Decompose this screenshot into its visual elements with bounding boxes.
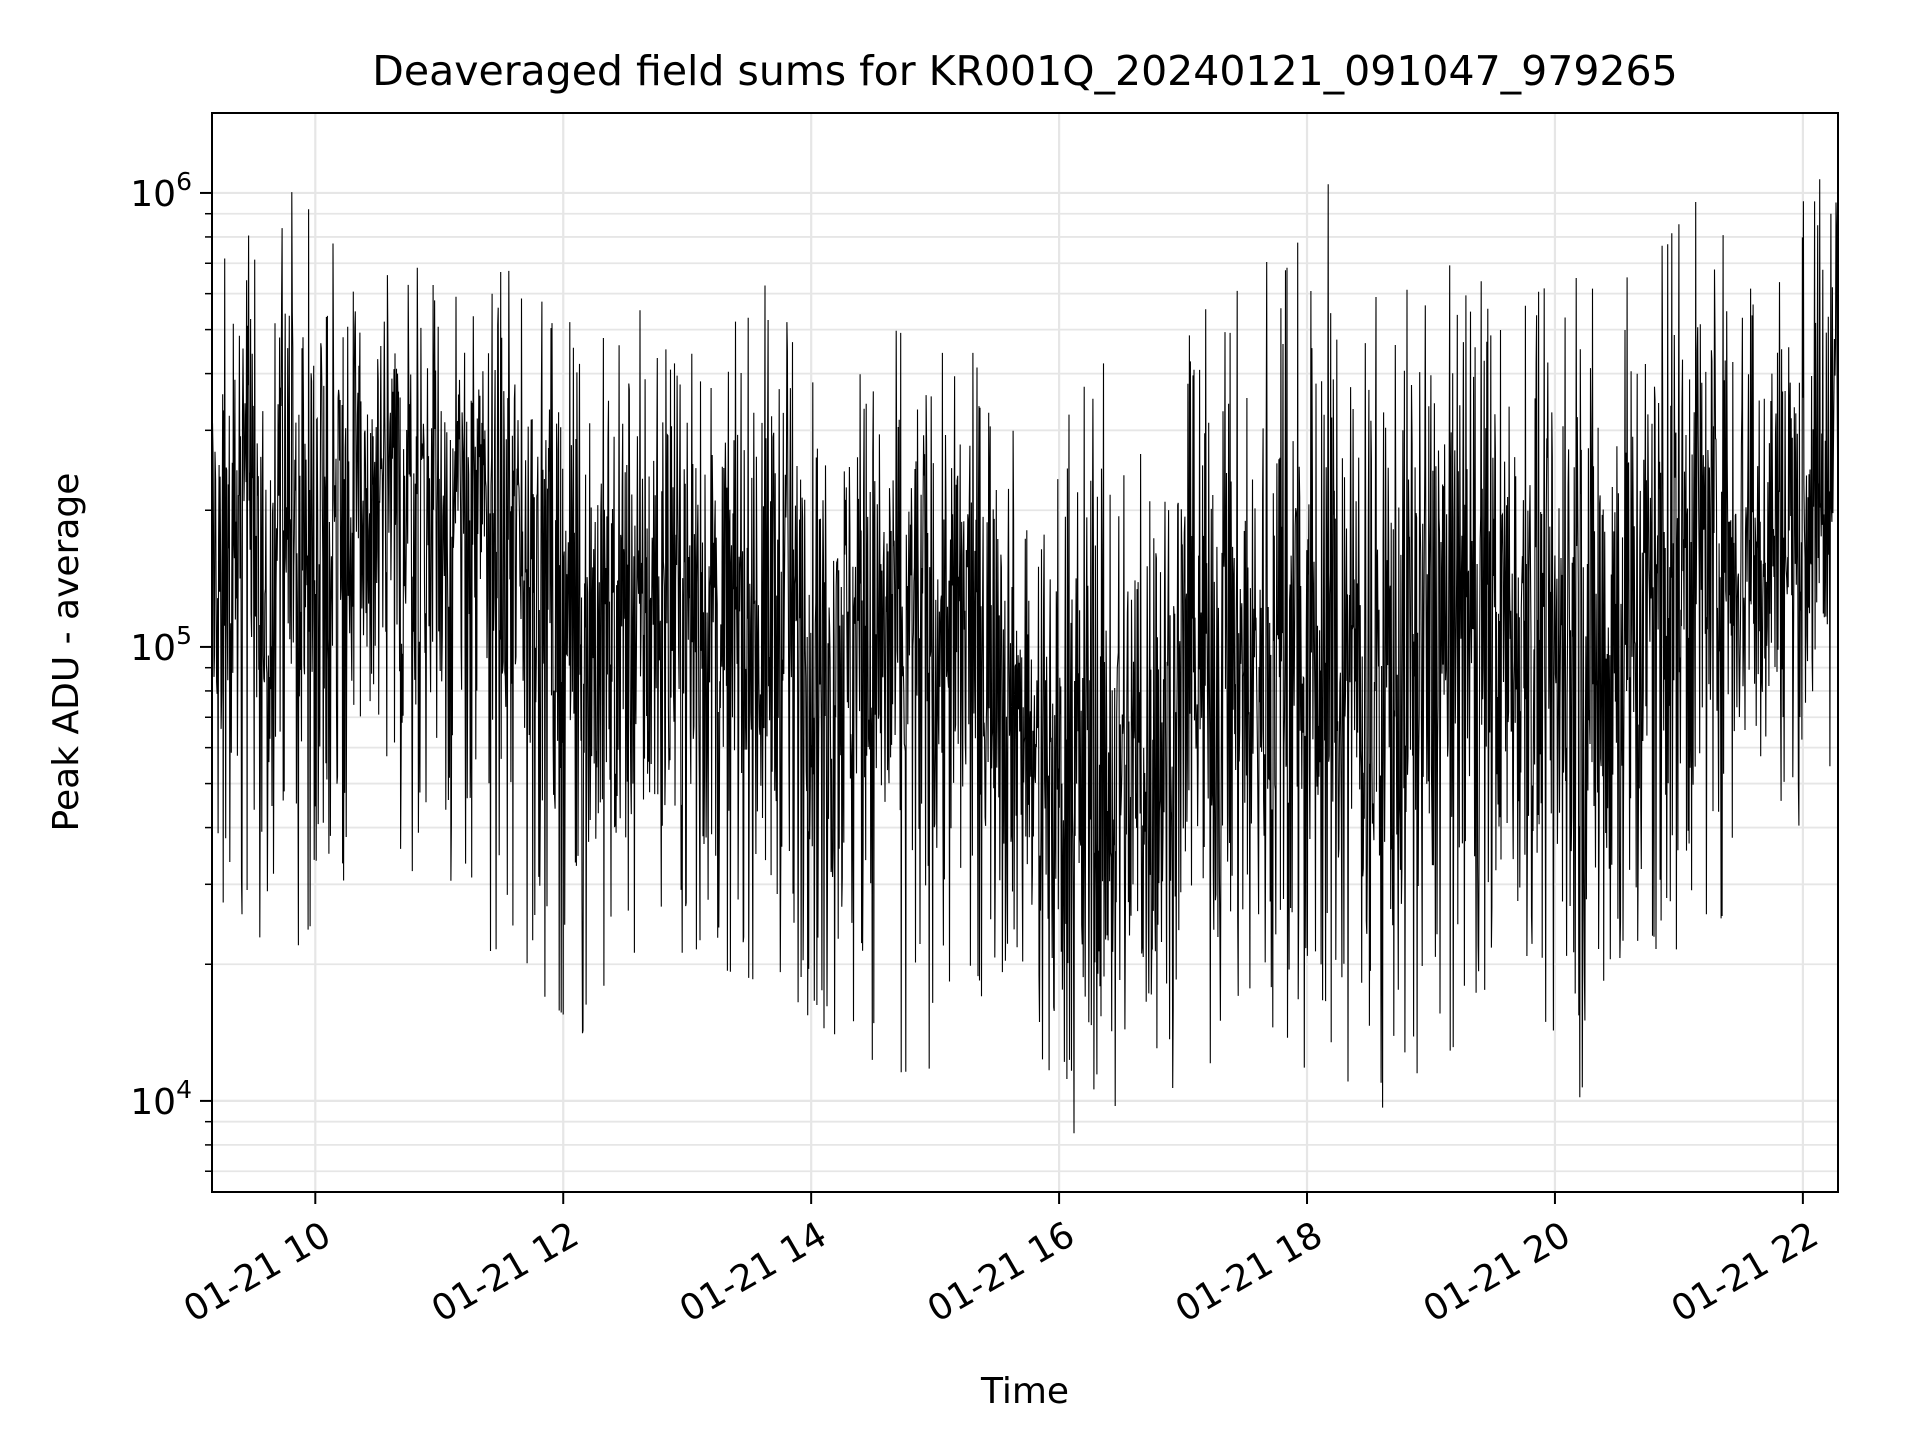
y-tick-label: 106 [130,167,192,215]
x-axis-label: Time [980,1371,1069,1412]
x-tick-label: 01-21 22 [1665,1214,1826,1330]
x-tick-label: 01-21 14 [673,1214,834,1330]
y-axis-label: Peak ADU - average [46,473,87,832]
x-tick-label: 01-21 20 [1417,1214,1578,1330]
y-tick-label: 105 [130,621,192,669]
y-tick-label: 104 [130,1075,192,1123]
series-line [211,179,1839,1134]
x-tick-label: 01-21 18 [1169,1214,1330,1330]
plot-frame [211,112,1839,1193]
x-tick-label: 01-21 10 [177,1214,338,1330]
chart-title: Deaveraged field sums for KR001Q_2024012… [372,47,1677,95]
x-tick-label: 01-21 12 [425,1214,586,1330]
data-layer [211,179,1839,1134]
x-tick-label: 01-21 16 [921,1214,1082,1330]
